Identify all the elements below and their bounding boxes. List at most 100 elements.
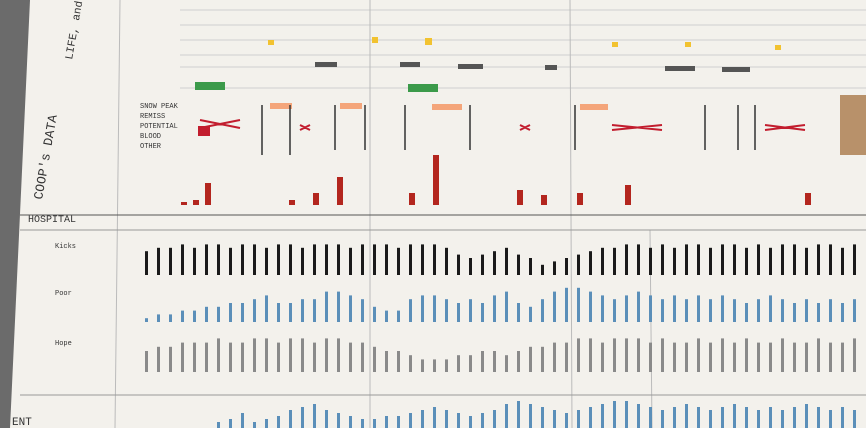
red-bar [337,177,343,205]
bar [361,419,364,428]
bar [337,413,340,428]
bar [517,303,520,322]
bar [253,338,256,372]
bar [853,299,856,322]
bar [505,355,508,372]
bar [697,295,700,322]
bar [301,338,304,372]
bar [217,338,220,372]
bar [793,244,796,275]
bar [601,404,604,428]
dividers [20,0,866,428]
red-block [198,126,210,136]
bar [697,407,700,428]
bar [841,342,844,372]
gray-blocks [315,62,750,72]
bar [625,338,628,372]
bar [601,342,604,372]
bar [529,346,532,372]
bar [589,251,592,275]
bar [649,295,652,322]
bar [637,244,640,275]
bar [385,351,388,372]
bar [805,247,808,275]
markers [268,37,781,50]
bar [601,295,604,322]
bar [397,416,400,428]
bar [757,342,760,372]
bar [229,419,232,428]
bar [721,244,724,275]
bar [505,404,508,428]
orange-blocks [270,103,608,110]
bar [637,404,640,428]
bar [817,244,820,275]
bar [649,407,652,428]
bar [829,410,832,428]
bar [337,338,340,372]
bar [385,310,388,322]
bar [781,244,784,275]
bar [493,295,496,322]
bar [217,306,220,322]
bar [181,244,184,275]
bar [397,310,400,322]
bar [565,258,568,275]
bar [745,407,748,428]
bar [385,244,388,275]
bar [145,351,148,372]
bar [517,351,520,372]
bar [853,338,856,372]
bar [805,299,808,322]
bar [817,303,820,322]
bar [769,295,772,322]
bar [193,342,196,372]
bar [685,342,688,372]
bar [469,299,472,322]
bar [685,244,688,275]
bar [181,310,184,322]
red-bar [577,193,583,205]
bar [793,407,796,428]
bar [745,338,748,372]
red-bar [625,185,631,205]
bar [493,410,496,428]
bar [157,346,160,372]
bar [793,342,796,372]
bar [697,244,700,275]
bar [409,244,412,275]
bar [433,407,436,428]
bar [601,247,604,275]
bar [457,355,460,372]
bar [205,306,208,322]
bar [277,342,280,372]
bar [397,351,400,372]
bar [325,291,328,322]
bar [469,355,472,372]
bar [313,404,316,428]
bar [805,342,808,372]
bar [193,310,196,322]
bar [709,342,712,372]
red-bar [409,193,415,205]
wood [840,95,866,155]
bar [649,342,652,372]
bar [265,295,268,322]
bar [841,407,844,428]
coop-label: OTHER [140,143,162,151]
bar [793,303,796,322]
bar [253,299,256,322]
bar [313,244,316,275]
bar [361,244,364,275]
bar [745,303,748,322]
bar [481,413,484,428]
bar [241,342,244,372]
bar [313,342,316,372]
bar [745,247,748,275]
bar [193,247,196,275]
bar [289,338,292,372]
bar [229,342,232,372]
bar [733,342,736,372]
bar [445,410,448,428]
bar [613,401,616,428]
